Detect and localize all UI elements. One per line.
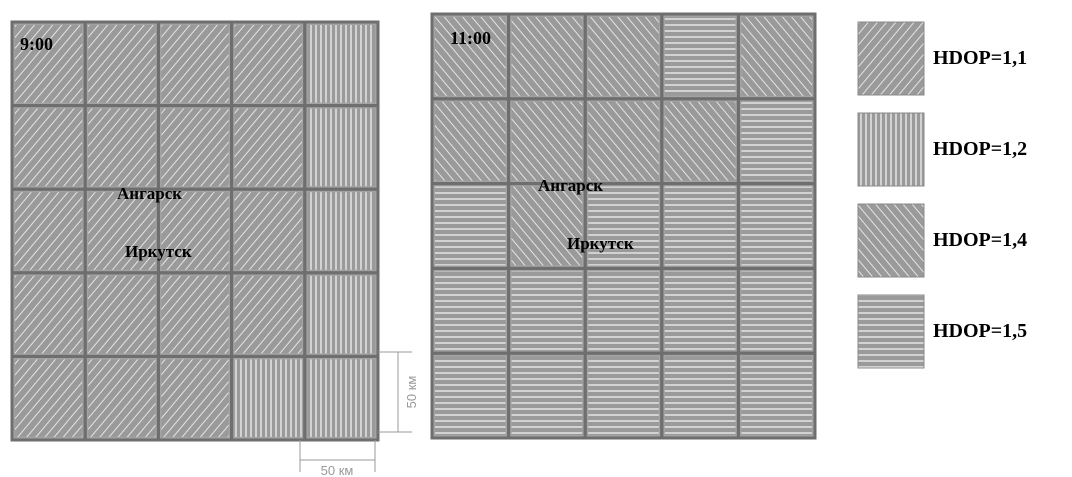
- grid-cell: [235, 109, 302, 187]
- grid-cell: [512, 17, 583, 96]
- grid-cell: [15, 276, 82, 354]
- grid-cell: [308, 192, 375, 270]
- grid-cell: [15, 192, 82, 270]
- grid-cell: [161, 276, 228, 354]
- legend-swatch: [858, 204, 924, 277]
- grid-cell: [161, 25, 228, 103]
- city-label: Ангарск: [538, 176, 603, 195]
- city-label: Иркутск: [125, 242, 192, 261]
- grid-cell: [665, 17, 736, 96]
- figure: 9:00 Ангарск Иркутск 11:00 Ангарск Иркут…: [0, 0, 1072, 477]
- grid-cell: [308, 276, 375, 354]
- grid-cell: [665, 271, 736, 350]
- legend-label: HDOP=1,4: [933, 229, 1027, 251]
- legend: HDOP=1,1 HDOP=1,2 HDOP=1,4 HDOP=1,5: [858, 22, 1027, 368]
- grid-cell: [512, 356, 583, 435]
- legend-label: HDOP=1,2: [933, 138, 1027, 160]
- grid-cell: [88, 25, 155, 103]
- legend-swatch: [858, 295, 924, 368]
- grid-cell: [512, 187, 583, 266]
- grid-cell: [235, 25, 302, 103]
- grid-cell: [588, 17, 659, 96]
- grid-cell: [435, 271, 506, 350]
- grid-cell: [512, 271, 583, 350]
- grid-cell: [435, 102, 506, 181]
- grid-cell: [741, 17, 812, 96]
- grid-cell: [15, 109, 82, 187]
- grid-cell: [88, 109, 155, 187]
- time-label: 9:00: [20, 34, 53, 54]
- grid-cell: [88, 359, 155, 437]
- grid-cell: [161, 359, 228, 437]
- grid-cell: [665, 187, 736, 266]
- grid-cell: [435, 356, 506, 435]
- legend-label: HDOP=1,1: [933, 47, 1027, 69]
- scale-label: 50 км: [321, 463, 354, 477]
- grid-cell: [88, 276, 155, 354]
- grid-cell: [235, 192, 302, 270]
- grid-cell: [235, 359, 302, 437]
- legend-swatch: [858, 22, 924, 95]
- grid-cell: [665, 102, 736, 181]
- grid-cell: [741, 271, 812, 350]
- grid-cell: [435, 187, 506, 266]
- grid-cell: [588, 187, 659, 266]
- city-label: Иркутск: [567, 234, 634, 253]
- legend-label: HDOP=1,5: [933, 320, 1027, 342]
- grid-cell: [588, 102, 659, 181]
- grid-cell: [512, 102, 583, 181]
- city-label: Ангарск: [117, 184, 182, 203]
- grid-cell: [741, 356, 812, 435]
- grid-cell: [308, 25, 375, 103]
- grid-cell: [308, 359, 375, 437]
- grid-cell: [308, 109, 375, 187]
- grid-cell: [588, 356, 659, 435]
- grid-cell: [15, 359, 82, 437]
- grid-cell: [741, 187, 812, 266]
- legend-swatch: [858, 113, 924, 186]
- grid-cell: [235, 276, 302, 354]
- grid-cell: [588, 271, 659, 350]
- grid-cell: [741, 102, 812, 181]
- scale-label: 50 км: [404, 376, 419, 409]
- grid-cell: [161, 109, 228, 187]
- time-label: 11:00: [450, 28, 491, 48]
- grid-cell: [665, 356, 736, 435]
